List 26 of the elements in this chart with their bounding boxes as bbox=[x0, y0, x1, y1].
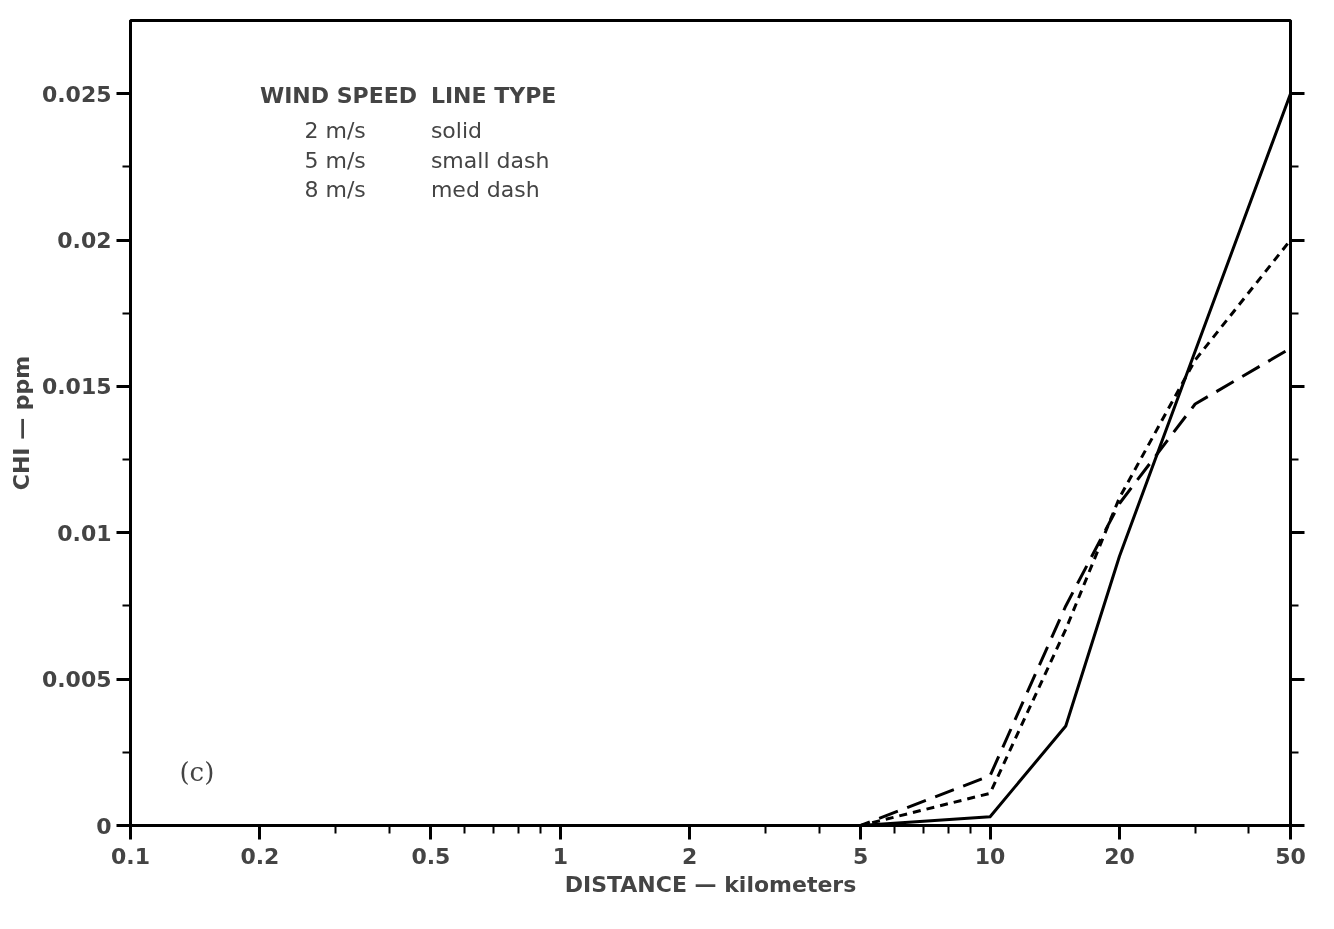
y-tick-label: 0.005 bbox=[41, 667, 112, 693]
y-tick-label: 0.01 bbox=[57, 520, 112, 546]
annotation: (c) bbox=[179, 757, 215, 788]
x-tick-label: 5 bbox=[853, 843, 869, 869]
annotation: 8 m/s bbox=[304, 176, 366, 202]
y-tick-label: 0.025 bbox=[41, 81, 112, 107]
x-tick-label: 1 bbox=[552, 843, 568, 869]
annotation: solid bbox=[430, 118, 483, 144]
annotation: 2 m/s bbox=[304, 118, 366, 144]
annotation: LINE TYPE bbox=[430, 83, 557, 109]
y-axis-title: CHI — ppm bbox=[8, 355, 34, 491]
y-tick-label: 0.02 bbox=[57, 228, 112, 254]
x-tick-label: 0.5 bbox=[411, 843, 451, 869]
y-tick-label: 0.015 bbox=[41, 374, 112, 400]
annotation: small dash bbox=[430, 147, 550, 173]
x-tick-label: 0.1 bbox=[111, 843, 150, 869]
x-tick-label: 10 bbox=[974, 843, 1006, 869]
annotation: WIND SPEED bbox=[259, 83, 417, 109]
x-tick-label: 50 bbox=[1275, 843, 1306, 869]
annotation: med dash bbox=[430, 176, 540, 202]
x-tick-label: 20 bbox=[1104, 843, 1135, 869]
x-axis-title: DISTANCE — kilometers bbox=[564, 871, 857, 897]
x-tick-label: 0.2 bbox=[240, 843, 280, 869]
y-tick-label: 0 bbox=[96, 813, 112, 839]
x-tick-label: 2 bbox=[682, 843, 698, 869]
annotation: 5 m/s bbox=[304, 147, 366, 173]
